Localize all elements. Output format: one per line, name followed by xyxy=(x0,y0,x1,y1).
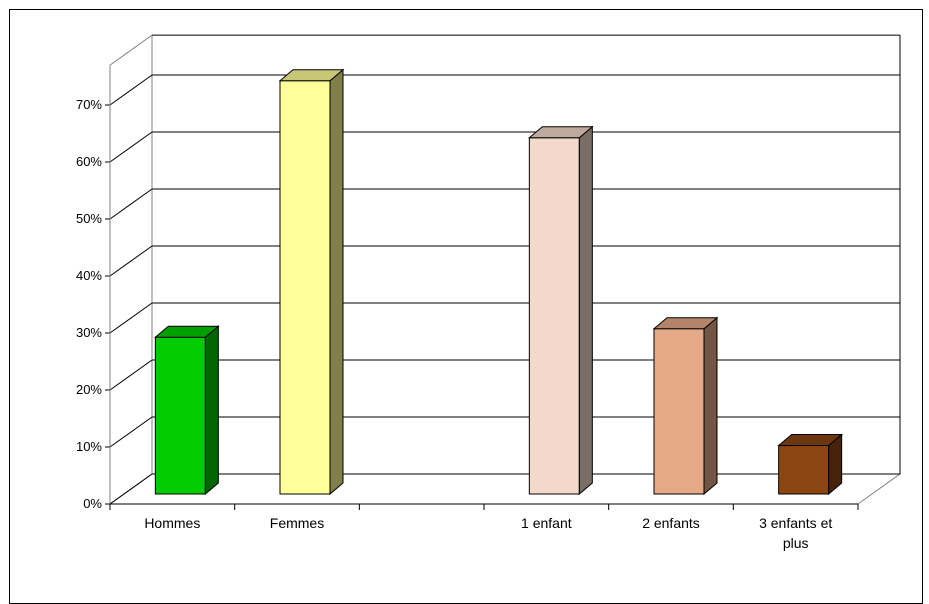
bar-front xyxy=(653,328,705,495)
y-tick-label: 0% xyxy=(83,496,102,511)
bar-top xyxy=(652,317,719,330)
y-tick-label: 20% xyxy=(76,382,102,397)
x-tick-label: 1 enfant xyxy=(521,515,572,531)
x-tick-label: plus xyxy=(783,535,809,551)
bar xyxy=(153,325,220,496)
bar xyxy=(527,125,594,496)
bar xyxy=(652,316,719,496)
gridline-side xyxy=(109,245,153,277)
bar-front xyxy=(778,445,830,495)
y-tick-label: 10% xyxy=(76,439,102,454)
x-tick-label: Femmes xyxy=(270,515,324,531)
bar xyxy=(278,68,345,496)
x-tick-label: Hommes xyxy=(144,515,200,531)
y-tick-label: 60% xyxy=(76,154,102,169)
gridline-side xyxy=(109,188,153,220)
bar-front xyxy=(528,137,580,495)
bar-side xyxy=(329,68,344,496)
bar-side xyxy=(578,125,593,496)
bar-front xyxy=(154,336,206,495)
y-tick-label: 40% xyxy=(76,268,102,283)
y-tick-label: 30% xyxy=(76,325,102,340)
chart-walls xyxy=(109,34,902,505)
axes xyxy=(105,65,859,510)
bar-top xyxy=(527,126,594,139)
gridline-side xyxy=(109,74,153,106)
y-tick-labels: 0% 10% 20% 30% 40% 50% 60% 70% xyxy=(76,97,102,511)
bar-side xyxy=(703,316,718,496)
gridline-side xyxy=(109,131,153,163)
gridline-side xyxy=(109,302,153,334)
y-tick-label: 70% xyxy=(76,97,102,112)
bars xyxy=(153,68,844,496)
x-tick-label: 3 enfants et xyxy=(759,515,832,531)
x-tick-label: 2 enfants xyxy=(642,515,700,531)
side-wall-top-edge xyxy=(109,34,153,66)
bar-side xyxy=(204,325,219,496)
bar-top xyxy=(777,434,844,447)
bar-top xyxy=(153,325,220,338)
gridline-side xyxy=(109,473,153,505)
y-tick-label: 50% xyxy=(76,211,102,226)
bar xyxy=(777,433,844,496)
bar-front xyxy=(279,80,331,495)
bar-top xyxy=(278,69,345,82)
gridline-side xyxy=(109,359,153,391)
x-tick-labels: Hommes Femmes 1 enfant 2 enfants 3 enfants e… xyxy=(144,515,832,551)
gridline-side xyxy=(109,416,153,448)
gridlines xyxy=(109,74,900,505)
